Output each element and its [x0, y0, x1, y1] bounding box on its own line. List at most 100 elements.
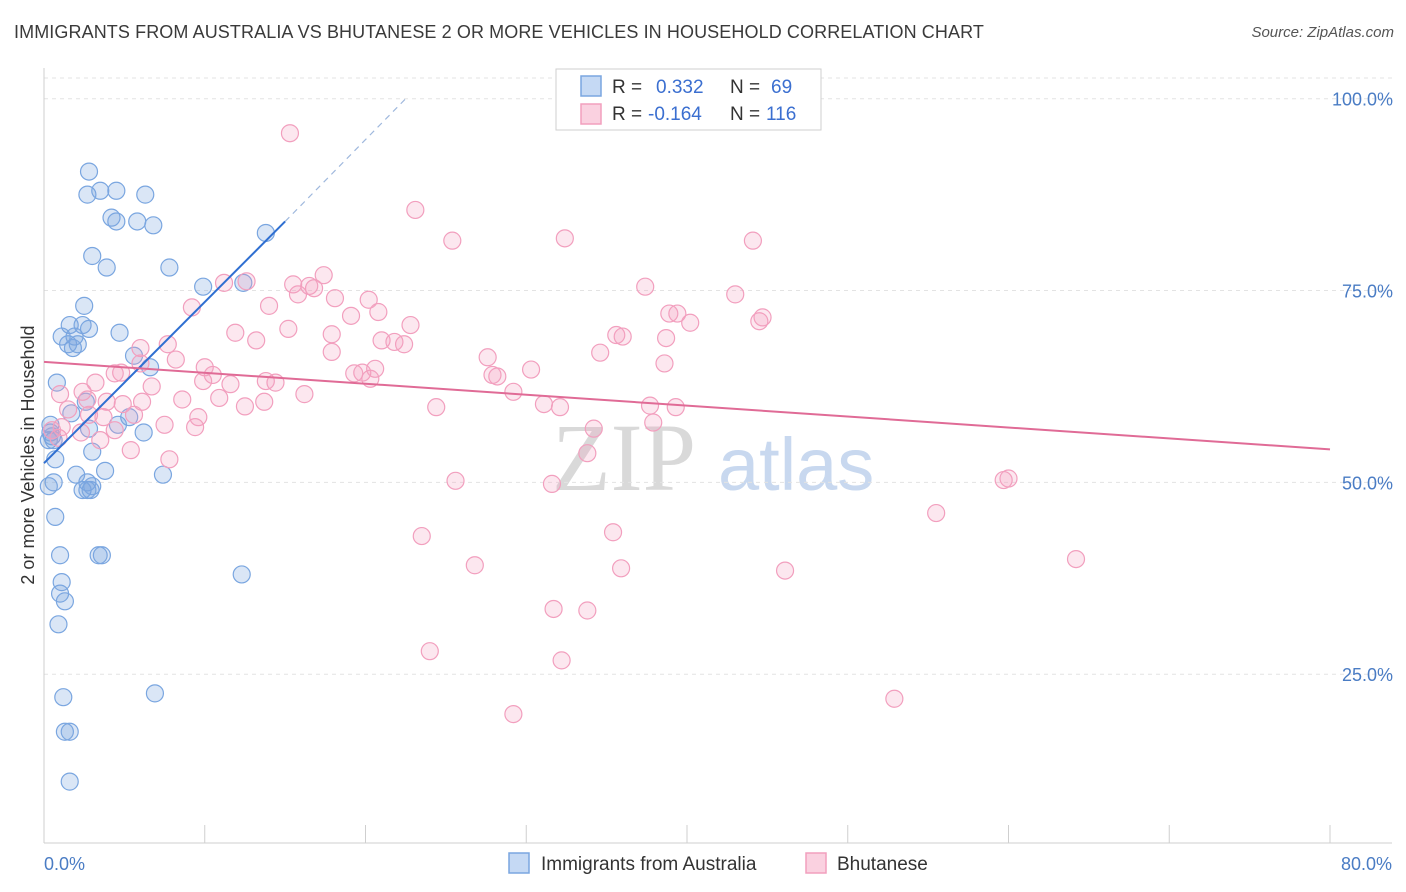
bhutanese-point-14 — [325, 289, 345, 308]
australia-point-64 — [60, 772, 79, 791]
legend-label-bhutanese: Bhutanese — [837, 854, 928, 875]
australia-point-45 — [67, 465, 86, 484]
bhutanese-point-100 — [412, 526, 431, 546]
legend-swatch-australia — [580, 75, 602, 97]
legend-swatch-bhutanese-bottom — [805, 852, 827, 874]
legend-swatch-bhutanese — [580, 103, 602, 125]
correlation-legend: R = 0.332 N = 69 R = -0.164 N = 116 — [555, 68, 822, 131]
bhutanese-point-6 — [314, 266, 333, 285]
bhutanese-point-99 — [927, 503, 946, 523]
x-tick-label-max: 80.0% — [1341, 854, 1392, 874]
bhutanese-point-40 — [591, 343, 610, 362]
bhutanese-point-56 — [194, 371, 213, 391]
bhutanese-point-11 — [304, 279, 324, 298]
bhutanese-point-64 — [295, 385, 314, 404]
bhutanese-point-67 — [255, 392, 274, 411]
australia-trend-line — [43, 220, 286, 464]
australia-point-61 — [145, 684, 165, 703]
bhutanese-point-91 — [91, 431, 110, 450]
australia-point-15 — [75, 296, 94, 315]
bhutanese-point-60 — [142, 377, 161, 396]
bhutanese-point-68 — [235, 397, 255, 416]
bhutanese-point-112 — [885, 689, 904, 708]
legend-n-value-1: 69 — [771, 77, 792, 98]
bhutanese-point-85 — [186, 418, 205, 437]
bhutanese-point-94 — [578, 444, 597, 463]
bhutanese-point-105 — [775, 561, 795, 580]
australia-point-13 — [194, 277, 213, 296]
legend-n-label-1: N = — [730, 77, 760, 98]
series-australia-points — [39, 162, 275, 791]
bhutanese-point-19 — [369, 302, 388, 322]
australia-point-51 — [46, 507, 65, 526]
bhutanese-point-12 — [288, 285, 308, 304]
bhutanese-point-76 — [640, 396, 660, 415]
bhutanese-point-51 — [488, 367, 507, 386]
australia-point-42 — [153, 465, 173, 484]
bhutanese-point-15 — [636, 277, 655, 296]
bhutanese-point-73 — [427, 398, 446, 417]
australia-point-24 — [63, 338, 83, 358]
bhutanese-point-41 — [478, 348, 497, 367]
bhutanese-point-24 — [750, 312, 769, 331]
bhutanese-point-62 — [50, 385, 70, 404]
bhutanese-point-18 — [182, 298, 201, 317]
legend-r-label-1: R = — [612, 77, 642, 98]
bhutanese-point-32 — [657, 328, 676, 348]
bhutanese-point-53 — [86, 373, 105, 392]
australia-point-9 — [83, 246, 102, 266]
bhutanese-point-70 — [113, 394, 132, 414]
legend-n-value-2: 116 — [766, 104, 796, 125]
australia-point-12 — [256, 223, 275, 243]
bhutanese-point-22 — [668, 304, 687, 323]
series-bhutanese-points — [42, 85, 1086, 724]
australia-point-33 — [134, 423, 153, 442]
x-tick-label-min: 0.0% — [44, 854, 85, 874]
bhutanese-point-93 — [121, 441, 140, 460]
source-credit: Source: ZipAtlas.com — [1251, 24, 1394, 41]
australia-point-10 — [97, 258, 116, 277]
bhutanese-point-82 — [189, 408, 208, 427]
bhutanese-point-54 — [105, 364, 124, 383]
bhutanese-point-45 — [655, 354, 674, 373]
legend-swatch-australia-bottom — [508, 852, 530, 874]
bhutanese-point-65 — [210, 388, 229, 408]
bhutanese-point-57 — [221, 375, 240, 394]
bhutanese-point-107 — [544, 599, 563, 619]
y-tick-label-100: 100.0% — [1332, 90, 1393, 110]
australia-point-63 — [60, 722, 79, 741]
australia-point-27 — [47, 373, 66, 392]
australia-point-8 — [144, 216, 163, 235]
australia-point-50 — [83, 477, 102, 496]
bhutanese-point-108 — [578, 601, 597, 620]
bhutanese-point-86 — [584, 419, 603, 438]
bhutanese-point-36 — [247, 331, 266, 350]
bhutanese-point-39 — [322, 342, 341, 362]
bhutanese-point-25 — [681, 313, 700, 332]
bhutanese-point-71 — [97, 392, 116, 411]
bhutanese-point-106 — [1066, 549, 1086, 569]
australia-point-19 — [110, 323, 129, 342]
watermark-zip: ZIP — [552, 404, 696, 511]
bhutanese-point-31 — [613, 327, 632, 346]
legend-n-label-2: N = — [730, 104, 760, 125]
australia-point-7 — [128, 212, 147, 231]
australia-point-18 — [79, 319, 99, 338]
australia-point-6 — [107, 212, 126, 231]
y-tick-label-50: 50.0% — [1342, 473, 1393, 493]
bhutanese-point-102 — [999, 469, 1018, 488]
bhutanese-point-109 — [420, 642, 439, 661]
bhutanese-point-9 — [284, 275, 303, 294]
bhutanese-point-69 — [132, 392, 152, 411]
bhutanese-point-104 — [611, 559, 631, 578]
legend-label-australia: Immigrants from Australia — [541, 854, 757, 875]
bhutanese-point-72 — [78, 390, 97, 409]
australia-point-26 — [140, 358, 160, 377]
bhutanese-point-81 — [124, 405, 144, 424]
bhutanese-point-7 — [237, 272, 256, 291]
australia-point-52 — [50, 546, 70, 565]
axes: 25.0% 50.0% 75.0% 100.0% — [43, 68, 1393, 844]
australia-point-11 — [160, 258, 179, 277]
chart-title: IMMIGRANTS FROM AUSTRALIA VS BHUTANESE 2… — [14, 22, 984, 42]
bhutanese-point-2 — [406, 200, 425, 220]
